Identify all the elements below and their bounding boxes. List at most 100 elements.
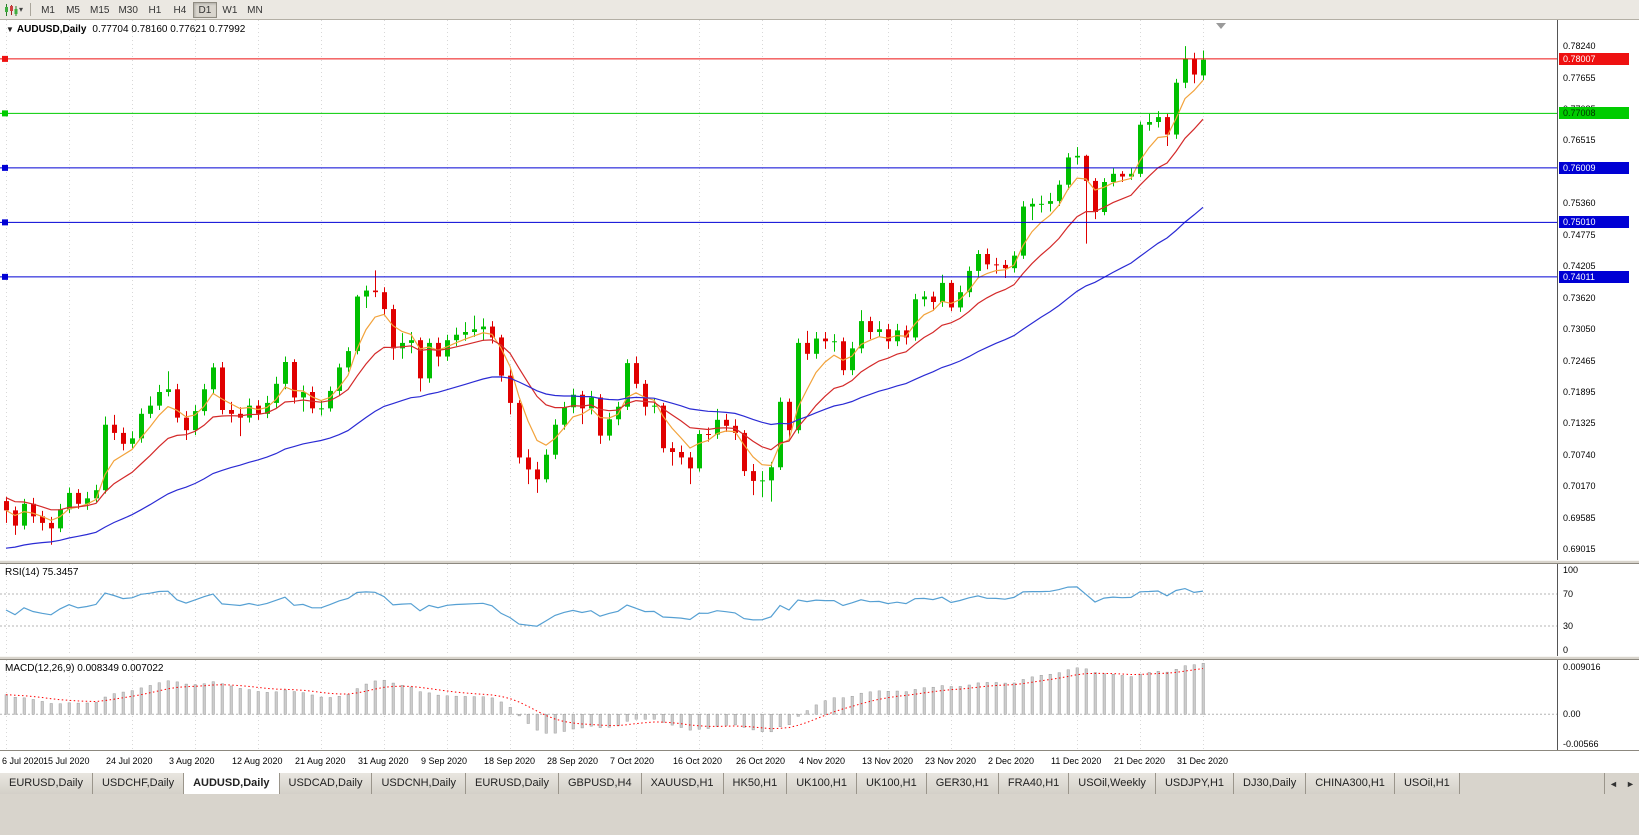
chart-type-icon[interactable]: [3, 3, 19, 17]
date-label: 21 Aug 2020: [295, 756, 346, 766]
timeframe-button-m15[interactable]: M15: [90, 4, 110, 16]
macd-histogram: [4, 663, 1205, 734]
timeframe-button-m30[interactable]: M30: [118, 4, 138, 16]
chart-tabbar: EURUSD,Daily USDCHF,Daily AUDUSD,Daily USDC…: [0, 772, 1639, 794]
timeframes-toolbar: ▾ M1 M5 M15 M30 H1 H4 D1 W1 MN: [0, 0, 1639, 20]
macd-axis-label: -0.00566: [1563, 739, 1599, 750]
macd-label: MACD(12,26,9) 0.008349 0.007022: [5, 663, 163, 674]
chart-tab-usdcnh-4[interactable]: USDCNH,Daily: [372, 773, 467, 794]
chart-tab-hk50-8[interactable]: HK50,H1: [723, 773, 788, 794]
chart-title: ▼ AUDUSD,Daily 0.77704 0.78160 0.77621 0.7…: [6, 24, 245, 35]
timeframe-button-m1[interactable]: M1: [41, 4, 55, 16]
rsi-line: [5, 586, 1204, 627]
price-axis-label: 0.77655: [1563, 73, 1596, 84]
main-chart-pane[interactable]: ▼ AUDUSD,Daily 0.77704 0.78160 0.77621 0.7…: [0, 20, 1557, 560]
price-axis-label: 0.71895: [1563, 387, 1596, 398]
price-axis-label: 0.69015: [1563, 544, 1596, 555]
chart-tab-usdcad-3[interactable]: USDCAD,Daily: [279, 773, 373, 794]
candlestick-chart[interactable]: [0, 20, 1557, 560]
chart-tab-eurusd-0[interactable]: EURUSD,Daily: [0, 773, 93, 794]
timeframe-button-mn[interactable]: MN: [247, 4, 263, 16]
line-anchor-marker[interactable]: [2, 219, 8, 226]
chart-tab-audusd-2[interactable]: AUDUSD,Daily: [184, 773, 280, 794]
macd-chart[interactable]: [0, 660, 1557, 750]
price-axis-label: 0.74775: [1563, 230, 1596, 241]
macd-signal-line: [5, 668, 1204, 730]
line-anchor-marker[interactable]: [2, 273, 8, 280]
chart-tab-ger30-11[interactable]: GER30,H1: [926, 773, 999, 794]
price-tag-0.78007: 0.78007: [1559, 52, 1629, 65]
macd-axis-label: 0.009016: [1563, 661, 1601, 672]
date-label: 15 Jul 2020: [43, 756, 90, 766]
chart-tab-uk100-9[interactable]: UK100,H1: [787, 773, 857, 794]
tabs-scroll-left-button[interactable]: ◄: [1609, 779, 1618, 789]
chart-tab-xauusd-7[interactable]: XAUUSD,H1: [641, 773, 724, 794]
price-axis-label: 0.71325: [1563, 418, 1596, 429]
price-axis-label: 0.69585: [1563, 513, 1596, 524]
chart-shift-marker[interactable]: [1216, 23, 1226, 29]
macd-indicator-pane[interactable]: MACD(12,26,9) 0.008349 0.007022: [0, 660, 1557, 750]
chart-tab-usoil-13[interactable]: USOil,Weekly: [1069, 773, 1156, 794]
timeframe-button-m5[interactable]: M5: [66, 4, 80, 16]
date-label: 13 Nov 2020: [862, 756, 914, 766]
date-label: 21 Dec 2020: [1114, 756, 1166, 766]
macd-axis[interactable]: 0.009016 0.00 -0.00566: [1557, 660, 1639, 750]
chart-tab-fra40-12[interactable]: FRA40,H1: [998, 773, 1070, 794]
chart-tab-dj30-15[interactable]: DJ30,Daily: [1234, 773, 1307, 794]
price-axis-label: 0.74205: [1563, 261, 1596, 272]
line-anchor-marker[interactable]: [2, 164, 8, 171]
timeframe-button-h4[interactable]: H4: [173, 4, 187, 16]
title-marker-icon: ▼: [6, 25, 14, 34]
pane-splitter-rsi[interactable]: [0, 560, 1639, 564]
time-axis[interactable]: 6 Jul 2020 15 Jul 2020 24 Jul 2020 3 Aug 20…: [0, 750, 1639, 772]
date-label: 3 Aug 2020: [169, 756, 215, 766]
line-anchor-marker[interactable]: [2, 110, 8, 117]
chart-tab-usdchf-1[interactable]: USDCHF,Daily: [92, 773, 185, 794]
line-anchor-marker[interactable]: [2, 55, 8, 62]
rsi-axis-label: 100: [1563, 565, 1579, 575]
rsi-axis[interactable]: 100 70 30 0: [1557, 564, 1639, 656]
tabs-scroll-right-button[interactable]: ►: [1626, 779, 1635, 789]
date-label: 18 Sep 2020: [484, 756, 536, 766]
date-label: 6 Jul 2020: [2, 756, 44, 766]
macd-name: MACD(12,26,9): [5, 663, 75, 674]
date-label: 28 Sep 2020: [547, 756, 599, 766]
date-label: 24 Jul 2020: [106, 756, 153, 766]
price-axis-label: 0.70170: [1563, 481, 1596, 492]
chart-tab-uk100-10[interactable]: UK100,H1: [856, 773, 927, 794]
timeframe-button-d1[interactable]: D1: [192, 1, 217, 18]
ema-medium-line[interactable]: [5, 118, 1204, 511]
price-axis-label: 0.78240: [1563, 41, 1596, 52]
timeframe-button-h1[interactable]: H1: [148, 4, 162, 16]
date-label: 31 Aug 2020: [358, 756, 409, 766]
macd-axis-label: 0.00: [1563, 709, 1581, 720]
date-label: 31 Dec 2020: [1177, 756, 1229, 766]
rsi-axis-label: 30: [1563, 621, 1574, 631]
date-label: 2 Dec 2020: [988, 756, 1035, 766]
date-label: 12 Aug 2020: [232, 756, 283, 766]
ema-slow-line[interactable]: [5, 206, 1204, 549]
chart-tab-usdjpy-14[interactable]: USDJPY,H1: [1155, 773, 1235, 794]
chart-tab-gbpusd-6[interactable]: GBPUSD,H4: [559, 773, 642, 794]
timeframe-button-w1[interactable]: W1: [222, 4, 238, 16]
tab-scroll-arrows: ◄ ►: [1604, 773, 1639, 794]
rsi-indicator-pane[interactable]: RSI(14) 75.3457: [0, 564, 1557, 656]
date-label: 26 Oct 2020: [736, 756, 786, 766]
price-axis[interactable]: 0.782400.776550.770850.765150.759450.753…: [1557, 20, 1639, 560]
price-axis-label: 0.76515: [1563, 135, 1596, 146]
price-tag-0.77008: 0.77008: [1559, 107, 1629, 120]
pane-splitter-macd[interactable]: [0, 656, 1639, 660]
chart-tab-china300-16[interactable]: CHINA300,H1: [1306, 773, 1395, 794]
chart-type-dropdown-icon[interactable]: ▾: [19, 5, 24, 14]
chart-ohlc-values: 0.77704 0.78160 0.77621 0.77992: [92, 24, 246, 35]
chart-tab-usoil-17[interactable]: USOil,H1: [1394, 773, 1460, 794]
macd-values: 0.008349 0.007022: [77, 663, 164, 674]
ema-fast-line[interactable]: [5, 79, 1204, 522]
price-axis-label: 0.73620: [1563, 293, 1596, 304]
chart-tab-eurusd-5[interactable]: EURUSD,Daily: [466, 773, 559, 794]
rsi-chart[interactable]: [0, 564, 1557, 656]
price-tag-0.76009: 0.76009: [1559, 161, 1629, 174]
rsi-axis-label: 0: [1563, 645, 1569, 655]
rsi-label: RSI(14) 75.3457: [5, 567, 78, 578]
